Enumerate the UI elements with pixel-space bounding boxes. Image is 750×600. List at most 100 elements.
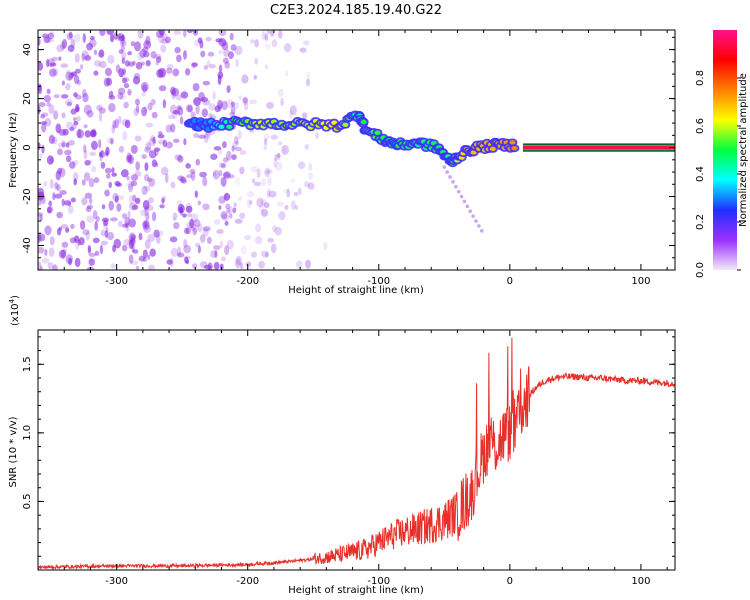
noise-blob — [206, 236, 212, 245]
noise-blob — [322, 241, 328, 250]
noise-blob — [122, 68, 127, 75]
noise-blob — [245, 261, 252, 268]
signal-tail-dot — [477, 224, 481, 228]
noise-blob — [189, 168, 196, 175]
y-tick-label: 0 — [22, 144, 33, 150]
noise-blob — [56, 184, 61, 192]
noise-blob — [121, 118, 129, 127]
noise-blob — [81, 179, 86, 186]
noise-blob — [247, 266, 252, 270]
noise-blob — [233, 202, 237, 208]
noise-blob — [136, 104, 140, 113]
noise-blob — [165, 141, 173, 149]
noise-blob — [111, 167, 115, 174]
noise-blob — [179, 176, 187, 183]
noise-blob — [158, 131, 163, 136]
noise-blob — [177, 246, 182, 257]
noise-blob — [219, 240, 224, 249]
noise-blob — [75, 115, 81, 122]
noise-blob — [172, 212, 178, 221]
noise-blob — [38, 102, 46, 108]
noise-blob — [147, 254, 151, 260]
noise-blob — [202, 99, 211, 106]
noise-blob — [53, 94, 60, 99]
noise-blob — [195, 158, 200, 166]
noise-blob — [48, 134, 55, 144]
noise-blob — [231, 145, 235, 152]
y-tick-label: 40 — [22, 43, 33, 56]
noise-blob — [48, 104, 55, 115]
noise-blob — [304, 143, 310, 150]
noise-blob — [108, 181, 113, 189]
noise-blob — [85, 230, 90, 241]
noise-blob — [166, 67, 173, 74]
noise-blob — [81, 88, 87, 98]
noise-blob — [79, 220, 86, 230]
noise-blob — [49, 157, 54, 164]
noise-blob — [59, 189, 67, 195]
noise-blob — [239, 150, 247, 155]
x-tick-label: -100 — [367, 576, 390, 587]
noise-blob — [95, 216, 100, 222]
noise-blob — [89, 151, 97, 156]
noise-blob — [212, 171, 217, 177]
noise-blob — [86, 204, 94, 210]
noise-blob — [234, 177, 241, 186]
noise-blob — [38, 83, 42, 92]
noise-blob — [276, 153, 281, 158]
noise-blob — [226, 239, 234, 250]
noise-blob — [98, 60, 107, 69]
noise-blob — [112, 120, 116, 130]
noise-blob — [185, 163, 191, 169]
noise-blob — [143, 221, 148, 228]
noise-blob — [225, 203, 231, 210]
noise-blob — [207, 262, 213, 270]
noise-blob — [141, 185, 148, 196]
noise-blob — [77, 128, 81, 139]
noise-blob — [121, 77, 128, 84]
noise-blob — [170, 86, 176, 95]
noise-blob — [140, 81, 149, 92]
noise-blob — [38, 246, 45, 254]
noise-blob — [143, 106, 148, 113]
chart-title: C2E3.2024.185.19.40.G22 — [270, 3, 442, 18]
noise-blob — [200, 261, 208, 269]
noise-blob — [214, 250, 218, 258]
noise-blob — [87, 244, 91, 255]
noise-blob — [192, 223, 199, 233]
noise-blob — [121, 51, 127, 60]
noise-blob — [104, 167, 112, 174]
noise-blob — [121, 34, 125, 40]
noise-blob — [38, 142, 41, 151]
noise-blob — [220, 176, 227, 187]
noise-blob — [273, 157, 278, 168]
noise-blob — [88, 258, 95, 266]
noise-blob — [106, 30, 115, 35]
noise-blob — [117, 115, 122, 124]
noise-blob — [199, 171, 207, 178]
noise-blob — [250, 166, 259, 173]
noise-blob — [65, 155, 72, 163]
noise-blob — [251, 251, 258, 258]
noise-blob — [183, 244, 192, 254]
noise-blob — [315, 131, 319, 140]
noise-blob — [239, 212, 246, 219]
noise-blob — [104, 230, 109, 238]
noise-blob — [295, 260, 303, 269]
noise-blob — [267, 176, 272, 187]
noise-blob — [100, 229, 106, 237]
noise-blob — [98, 139, 102, 149]
noise-blob — [126, 154, 133, 163]
noise-blob — [108, 200, 115, 211]
noise-blob — [169, 236, 178, 243]
snr-frame — [37, 329, 676, 571]
noise-blob — [38, 37, 41, 46]
noise-blob — [218, 30, 227, 37]
noise-blob — [126, 176, 130, 181]
noise-blob — [105, 150, 109, 157]
noise-blob — [148, 264, 156, 270]
noise-blob — [40, 114, 46, 119]
noise-blob — [71, 124, 77, 130]
noise-blob — [74, 257, 81, 268]
